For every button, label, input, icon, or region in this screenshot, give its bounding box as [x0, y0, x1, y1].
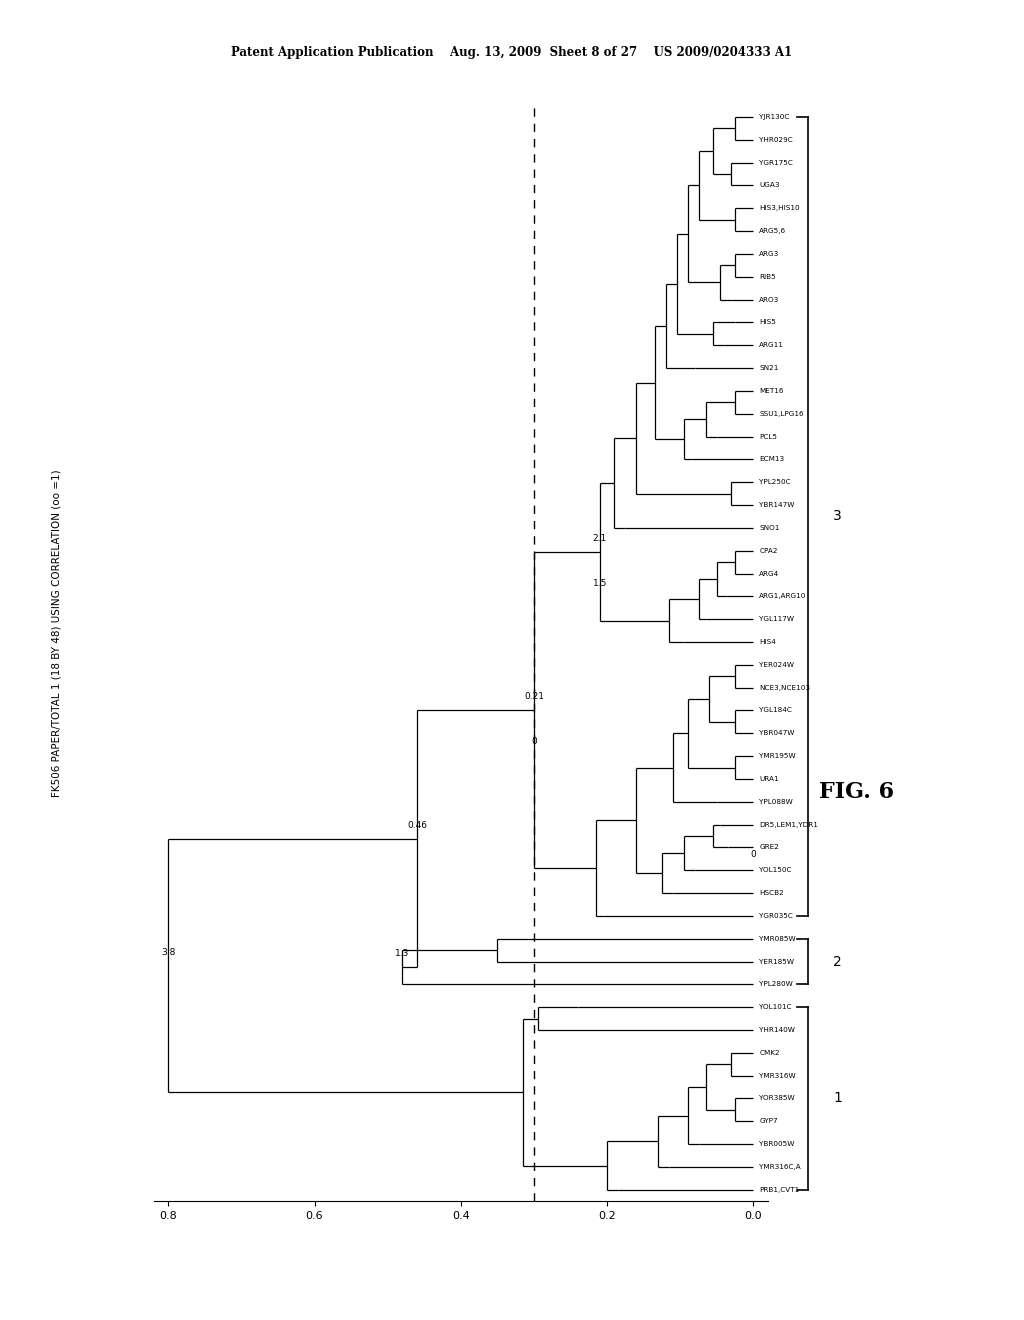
Text: CMK2: CMK2 — [759, 1049, 780, 1056]
Text: 0.21: 0.21 — [524, 692, 544, 701]
Text: UGA3: UGA3 — [759, 182, 779, 189]
Text: 1.3: 1.3 — [395, 949, 410, 958]
Text: YOL101C: YOL101C — [759, 1005, 792, 1010]
Text: FIG. 6: FIG. 6 — [819, 781, 894, 803]
Text: YPL088W: YPL088W — [759, 799, 793, 805]
Text: YMR316W: YMR316W — [759, 1073, 796, 1078]
Text: YHR029C: YHR029C — [759, 137, 793, 143]
Text: YPL280W: YPL280W — [759, 981, 793, 987]
Text: 3.8: 3.8 — [161, 948, 175, 957]
Text: HSCB2: HSCB2 — [759, 890, 784, 896]
Text: YOL150C: YOL150C — [759, 867, 792, 874]
Text: PRB1,CVT1: PRB1,CVT1 — [759, 1187, 800, 1193]
Text: YBR005W: YBR005W — [759, 1140, 795, 1147]
Text: ARG3: ARG3 — [759, 251, 779, 257]
Text: 3: 3 — [834, 510, 842, 524]
Text: YMR085W: YMR085W — [759, 936, 796, 941]
Text: 2: 2 — [834, 954, 842, 969]
Text: PCL5: PCL5 — [759, 433, 777, 440]
Text: YMR195W: YMR195W — [759, 754, 796, 759]
Text: 0: 0 — [531, 738, 537, 746]
Text: RIB5: RIB5 — [759, 273, 776, 280]
Text: YGR035C: YGR035C — [759, 913, 794, 919]
Text: URA1: URA1 — [759, 776, 779, 781]
Text: NCE3,NCE103: NCE3,NCE103 — [759, 685, 810, 690]
Text: YBR147W: YBR147W — [759, 502, 795, 508]
Text: YPL250C: YPL250C — [759, 479, 791, 486]
Text: YER185W: YER185W — [759, 958, 795, 965]
Text: YMR316C,A: YMR316C,A — [759, 1164, 801, 1170]
Text: ARG1,ARG10: ARG1,ARG10 — [759, 593, 807, 599]
Text: ARG5,6: ARG5,6 — [759, 228, 786, 234]
Text: YJR130C: YJR130C — [759, 114, 790, 120]
Text: YGL117W: YGL117W — [759, 616, 795, 622]
Text: HIS5: HIS5 — [759, 319, 776, 326]
Text: ARG4: ARG4 — [759, 570, 779, 577]
Text: YGR175C: YGR175C — [759, 160, 794, 166]
Text: HIS3,HIS10: HIS3,HIS10 — [759, 206, 800, 211]
Text: ARO3: ARO3 — [759, 297, 779, 302]
Text: MET16: MET16 — [759, 388, 783, 393]
Text: Patent Application Publication    Aug. 13, 2009  Sheet 8 of 27    US 2009/020433: Patent Application Publication Aug. 13, … — [231, 46, 793, 59]
Text: ECM13: ECM13 — [759, 457, 784, 462]
Text: SN21: SN21 — [759, 366, 778, 371]
Text: SSU1,LPG16: SSU1,LPG16 — [759, 411, 804, 417]
Text: 0.46: 0.46 — [407, 821, 427, 830]
Text: YER024W: YER024W — [759, 661, 795, 668]
Text: 0: 0 — [751, 850, 757, 859]
Text: SNO1: SNO1 — [759, 525, 779, 531]
Text: DR5,LEM1,YDR1: DR5,LEM1,YDR1 — [759, 821, 818, 828]
Text: ARG11: ARG11 — [759, 342, 784, 348]
Text: CPA2: CPA2 — [759, 548, 777, 553]
Text: 1.5: 1.5 — [593, 579, 607, 589]
Text: YHR140W: YHR140W — [759, 1027, 795, 1034]
Text: YBR047W: YBR047W — [759, 730, 795, 737]
Text: YGL184C: YGL184C — [759, 708, 793, 714]
Text: FK506 PAPER/TOTAL 1 (18 BY 48) USING CORRELATION (oo =1): FK506 PAPER/TOTAL 1 (18 BY 48) USING COR… — [51, 470, 61, 797]
Text: GYP7: GYP7 — [759, 1118, 778, 1125]
Text: YOR385W: YOR385W — [759, 1096, 795, 1101]
Text: 2.1: 2.1 — [593, 535, 607, 543]
Text: GRE2: GRE2 — [759, 845, 779, 850]
Text: HIS4: HIS4 — [759, 639, 776, 645]
Text: 1: 1 — [834, 1092, 842, 1105]
